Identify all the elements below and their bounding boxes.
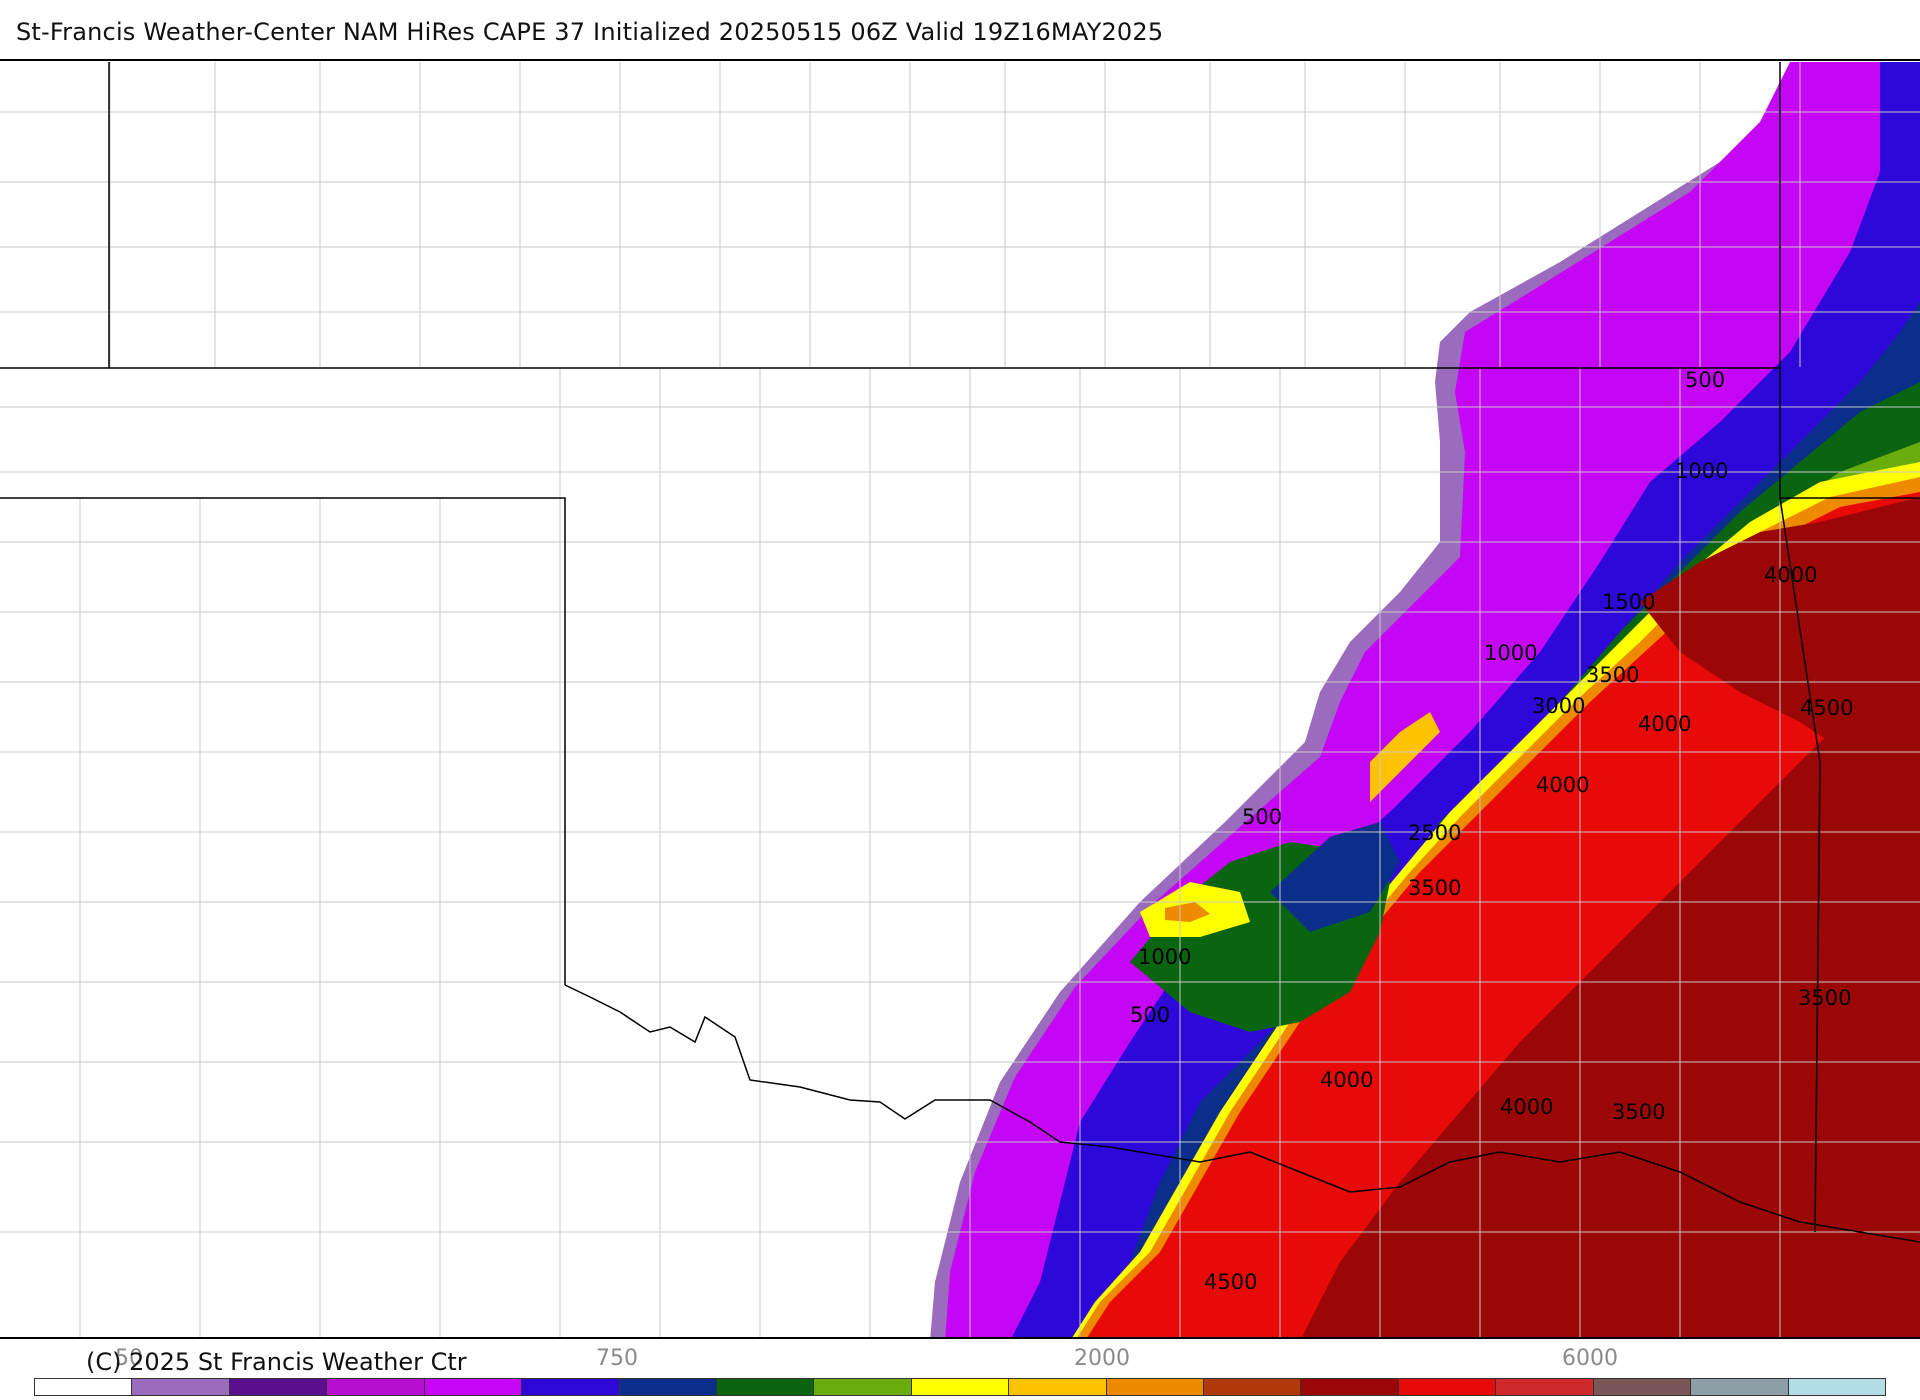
contour-label: 1500 <box>1602 590 1655 614</box>
map-canvas: 500 1000 1500 1000 3500 3000 4000 4000 4… <box>0 62 1920 1337</box>
colorbar-swatch <box>1398 1379 1497 1395</box>
colorbar-swatch <box>132 1379 230 1395</box>
colorbar-swatch <box>1301 1379 1399 1395</box>
contour-label: 1000 <box>1484 641 1537 665</box>
contour-label: 3500 <box>1612 1100 1665 1124</box>
contour-label: 2500 <box>1408 821 1461 845</box>
colorbar-swatch <box>814 1379 912 1395</box>
contour-label: 500 <box>1685 368 1725 392</box>
cape-map[interactable]: 500 1000 1500 1000 3500 3000 4000 4000 4… <box>0 59 1920 1339</box>
contour-label: 3500 <box>1586 663 1639 687</box>
cape-band-navy-pocket <box>1270 822 1400 932</box>
colorbar-swatch <box>1788 1379 1886 1395</box>
contour-label: 500 <box>1242 805 1282 829</box>
contour-label: 4000 <box>1638 712 1691 736</box>
contour-label: 1000 <box>1675 459 1728 483</box>
colorbar-label: 6000 <box>1562 1346 1618 1371</box>
colorbar-label: 50 <box>115 1346 143 1371</box>
contour-label: 3000 <box>1532 694 1585 718</box>
contour-label: 4500 <box>1800 696 1853 720</box>
colorbar-swatch <box>1204 1379 1302 1395</box>
contour-label: 4000 <box>1536 773 1589 797</box>
colorbar-label: 750 <box>596 1346 638 1371</box>
colorbar-swatch <box>229 1379 328 1395</box>
map-title: St-Francis Weather-Center NAM HiRes CAPE… <box>16 18 1164 46</box>
contour-label: 4500 <box>1204 1270 1257 1294</box>
cape-colorbar <box>34 1378 1886 1396</box>
colorbar-label: 2000 <box>1074 1346 1130 1371</box>
contour-label: 4000 <box>1320 1068 1373 1092</box>
contour-label: 3500 <box>1798 986 1851 1010</box>
colorbar-swatch <box>35 1379 133 1395</box>
colorbar-swatch <box>1691 1379 1789 1395</box>
colorbar-swatch <box>911 1379 1010 1395</box>
cape-band-orange-pocket <box>1165 902 1210 922</box>
state-boundaries <box>0 62 1920 1243</box>
contour-label: 3500 <box>1408 876 1461 900</box>
colorbar-swatch <box>716 1379 815 1395</box>
colorbar-swatch <box>522 1379 620 1395</box>
colorbar-swatch <box>327 1379 425 1395</box>
colorbar-swatch <box>1009 1379 1107 1395</box>
county-lines <box>0 62 1920 1337</box>
colorbar-scale-labels: 50 750 2000 6000 <box>0 1346 1920 1376</box>
cape-shading <box>930 62 1920 1337</box>
cape-band-yellow-ridge <box>1370 712 1440 802</box>
contour-label: 4000 <box>1764 563 1817 587</box>
colorbar-swatch <box>1106 1379 1205 1395</box>
copyright-text: (C) 2025 St Francis Weather Ctr <box>86 1348 467 1376</box>
contour-label: 500 <box>1130 1003 1170 1027</box>
contour-label: 1000 <box>1138 945 1191 969</box>
contour-label: 4000 <box>1500 1095 1553 1119</box>
contour-labels: 500 1000 1500 1000 3500 3000 4000 4000 4… <box>1130 368 1853 1294</box>
colorbar-swatch <box>1496 1379 1594 1395</box>
cape-band-dark-red <box>1302 662 1920 1337</box>
colorbar-swatch <box>424 1379 523 1395</box>
colorbar-swatch <box>1593 1379 1692 1395</box>
colorbar-swatch <box>619 1379 717 1395</box>
